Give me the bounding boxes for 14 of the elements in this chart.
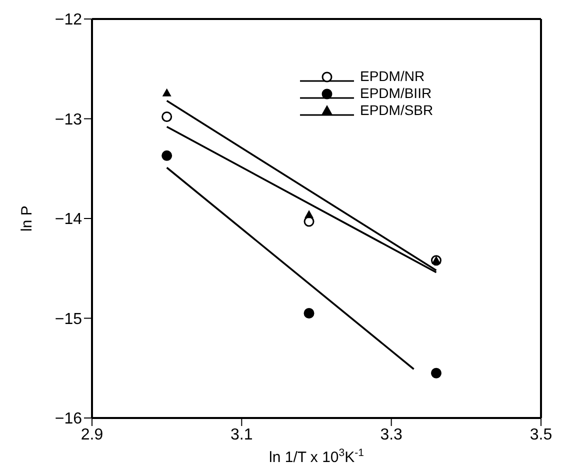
x-tick-label: 2.9 [80, 426, 104, 444]
y-tick-label: −12 [54, 12, 82, 29]
x-tick-label: 3.3 [380, 426, 403, 444]
legend-label: EPDM/BIIR [360, 85, 432, 102]
x-tick-label: 3.1 [230, 426, 253, 444]
legend-label: EPDM/SBR [360, 102, 434, 119]
y-tick-label: −13 [54, 111, 82, 128]
y-tick-label: −16 [54, 410, 82, 428]
legend-label: EPDM/NR [360, 68, 425, 85]
x-tick-label: 3.5 [530, 426, 552, 444]
y-tick-label: −14 [54, 211, 82, 228]
y-tick-label: −15 [54, 310, 82, 328]
y-axis-title: ln P [18, 206, 36, 232]
x-axis-title: ln 1/T x 10$^{3}$K$^{-1}$ [269, 447, 364, 466]
